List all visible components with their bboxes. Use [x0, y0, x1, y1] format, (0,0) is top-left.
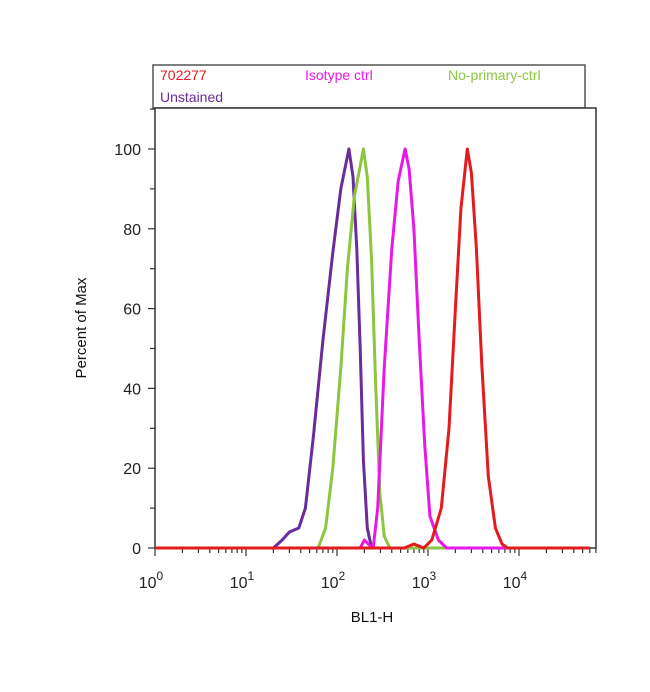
y-tick-label: 0 [132, 541, 141, 558]
legend-box [152, 64, 586, 109]
series-no-primary-ctrl [155, 147, 590, 550]
legend-entry-702277: 702277 [160, 67, 207, 83]
curves [155, 147, 590, 550]
series-isotype-ctrl [155, 147, 590, 550]
legend-entry-no-primary: No-primary-ctrl [448, 67, 541, 83]
legend-entry-unstained: Unstained [160, 89, 223, 105]
series-unstained [155, 147, 590, 550]
x-tick-label: 102 [321, 569, 346, 592]
y-tick-label: 20 [123, 461, 141, 478]
plot-area [154, 107, 597, 549]
x-tick-label: 101 [230, 569, 255, 592]
x-tick-label: 104 [503, 569, 528, 592]
y-tick-label: 40 [123, 381, 141, 398]
series-702277 [155, 147, 590, 550]
y-tick-label: 80 [123, 222, 141, 239]
axes: 0 20 40 60 80 100 100 101 102 103 104 [114, 108, 597, 592]
y-axis-label: Percent of Max [73, 277, 90, 378]
x-axis-label: BL1-H [351, 609, 394, 626]
y-tick-label: 100 [114, 142, 141, 159]
x-tick-label: 100 [139, 569, 164, 592]
x-tick-label: 103 [412, 569, 437, 592]
legend-entry-isotype: Isotype ctrl [305, 67, 373, 83]
y-tick-label: 60 [123, 302, 141, 319]
